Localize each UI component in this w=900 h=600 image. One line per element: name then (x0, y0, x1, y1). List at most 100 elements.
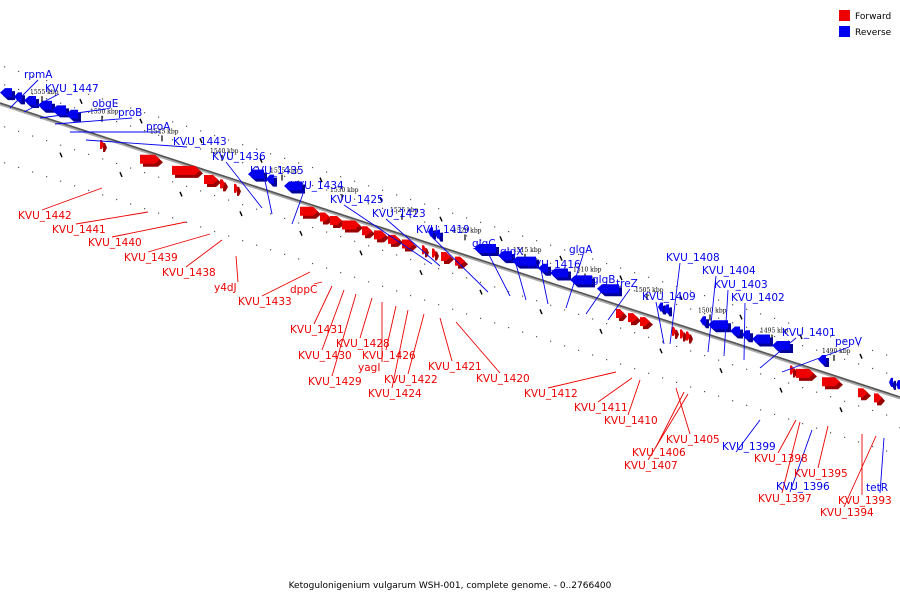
reverse-track-dot (144, 112, 146, 114)
reverse-gene-label: KVU_1409 (642, 291, 696, 303)
minor-tick-mark (379, 196, 383, 203)
reverse-gene-label: KVU_1434 (290, 180, 344, 192)
reverse-gene-arrow-body (772, 340, 790, 350)
forward-gene-label: y4dJ (214, 282, 237, 294)
reverse-label-leader (585, 284, 607, 315)
reverse-gene-arrow (248, 169, 267, 182)
forward-track-dot (396, 254, 398, 256)
reverse-label-leader (9, 79, 39, 109)
reverse-track-dot (116, 120, 118, 123)
reverse-track-dot (578, 253, 580, 256)
forward-track-dot (522, 295, 524, 297)
reverse-track-dot (718, 299, 720, 301)
reverse-track-dot (550, 262, 552, 264)
forward-gene-arrow (388, 234, 403, 247)
forward-label-leader (777, 419, 797, 454)
minor-tick-mark (139, 118, 143, 124)
reverse-gene-label: KVU_1396 (776, 481, 830, 493)
reverse-gene-arrow (730, 326, 743, 339)
reverse-gene-arrow-body (597, 284, 619, 294)
reverse-label-leader (735, 419, 761, 453)
forward-track-dot (690, 350, 692, 352)
forward-track-dot (158, 176, 160, 178)
forward-gene-arrow-body (330, 215, 342, 225)
forward-track-dot (746, 404, 748, 406)
forward-gene-label: KVU_1407 (624, 460, 678, 472)
forward-gene-arrow (616, 309, 627, 322)
forward-track-dot (60, 180, 62, 182)
scale-tick-label: 1530 kbp (330, 187, 359, 194)
reverse-track-dot (536, 240, 538, 242)
reverse-track-dot (368, 185, 370, 187)
reverse-gene-label: KVU_1403 (714, 279, 768, 291)
scale-tick-label: 1535 kbp (270, 168, 299, 175)
minor-tick-mark (419, 269, 423, 276)
forward-track-dot (886, 450, 888, 452)
reverse-track-dot (74, 107, 76, 109)
reverse-gene-label: KVU_1447 (45, 83, 99, 95)
forward-track-dot (592, 354, 594, 356)
forward-track-dot (256, 244, 258, 246)
forward-track-dot (18, 130, 20, 133)
reverse-gene-label: proB (118, 107, 142, 119)
reverse-label-leader (655, 301, 665, 345)
reverse-track-dot (46, 80, 48, 82)
forward-gene-arrow-shadow (675, 329, 679, 339)
forward-gene-arrow (422, 245, 429, 258)
forward-gene-arrow (374, 230, 389, 243)
forward-gene-arrow-body (822, 377, 840, 387)
reverse-track-dot (662, 281, 664, 283)
forward-gene-label: KVU_1428 (336, 338, 390, 350)
forward-track-dot (88, 153, 90, 155)
reverse-track-dot (508, 230, 510, 233)
reverse-label-leader (263, 175, 273, 215)
forward-track-dot (4, 162, 6, 164)
reverse-track-dot (830, 354, 832, 356)
reverse-gene-arrow (435, 229, 443, 242)
forward-gene-arrow-shadow (435, 251, 439, 261)
reverse-track-dot (620, 267, 622, 269)
minor-tick-mark (719, 367, 723, 374)
forward-gene-arrow-body (858, 388, 868, 398)
reverse-track-dot (88, 93, 90, 95)
reverse-track-dot (480, 221, 482, 224)
reverse-label-leader (669, 262, 681, 345)
reverse-gene-label: KVU_1408 (666, 252, 720, 264)
reverse-track-dot (872, 367, 874, 370)
forward-gene-label: KVU_1420 (476, 373, 530, 385)
reverse-gene-arrow (66, 109, 81, 122)
forward-track-dot (298, 258, 300, 260)
reverse-track-dot (312, 184, 314, 187)
reverse-track-dot (844, 358, 846, 360)
minor-tick-mark (439, 216, 443, 222)
minor-tick-mark (679, 294, 683, 301)
reverse-track-dot (592, 276, 594, 278)
forward-gene-arrow-body (616, 309, 624, 319)
reverse-track-dot (676, 285, 678, 288)
reverse-label-leader (789, 429, 813, 493)
reverse-track-dot (340, 194, 342, 196)
forward-track-dot (662, 377, 664, 379)
reverse-gene-label: KVU_1399 (722, 441, 776, 453)
forward-track-dot (844, 436, 846, 438)
reverse-track-dot (158, 134, 160, 136)
forward-track-dot (634, 332, 636, 334)
reverse-track-dot (844, 340, 846, 342)
forward-gene-arrow-body (374, 230, 386, 240)
reverse-gene-arrow-body (896, 380, 900, 390)
forward-label-leader (597, 377, 633, 403)
reverse-label-leader (385, 218, 441, 267)
forward-track-dot (522, 331, 524, 333)
forward-track-dot (578, 349, 580, 352)
reverse-gene-arrow-body (708, 320, 728, 330)
forward-gene-arrow (432, 248, 439, 261)
forward-track-dot (886, 414, 888, 416)
forward-track-dot (536, 336, 538, 338)
reverse-track-dot (578, 271, 580, 274)
minor-tick-mark (179, 191, 183, 197)
reverse-track-dot (886, 372, 888, 374)
forward-track-dot (858, 441, 860, 443)
forward-track-dot (564, 345, 566, 347)
forward-track-dot (228, 199, 230, 201)
minor-tick-mark (79, 98, 83, 105)
